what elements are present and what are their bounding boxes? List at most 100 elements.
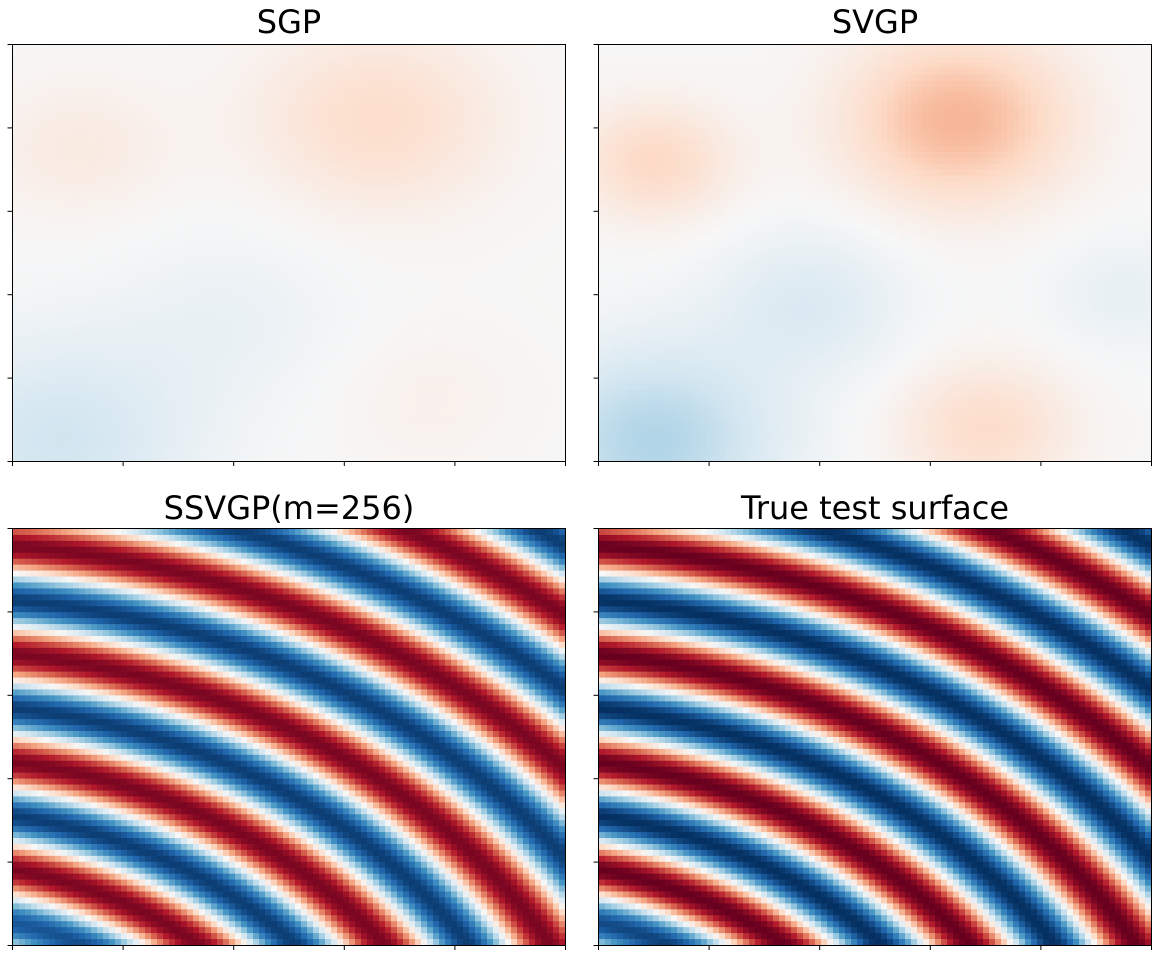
heatmap-cell (199, 163, 206, 171)
heatmap-cell (25, 45, 32, 52)
heatmap-cell (535, 110, 542, 117)
heatmap-cell (559, 229, 566, 236)
heatmap-cell (49, 146, 56, 153)
heatmap-cell (367, 193, 374, 201)
heatmap-cell (313, 276, 320, 284)
heatmap-cell (271, 294, 278, 302)
heatmap-cell (181, 217, 188, 224)
heatmap-cell (169, 330, 176, 337)
heatmap-cell (307, 110, 314, 117)
heatmap-cell (205, 146, 212, 153)
heatmap-cell (91, 253, 98, 260)
heatmap-cell (553, 247, 560, 254)
heatmap-cell (133, 140, 140, 147)
heatmap-cell (535, 74, 542, 82)
heatmap-cell (313, 45, 320, 52)
heatmap-cell (163, 282, 170, 290)
heatmap-cell (535, 151, 542, 159)
heatmap-cell (265, 211, 272, 218)
heatmap-cell (325, 282, 332, 290)
heatmap-cell (517, 74, 524, 82)
heatmap-cell (31, 181, 38, 189)
heatmap-cell (115, 175, 122, 183)
heatmap-cell (163, 116, 170, 123)
heatmap-cell (487, 223, 494, 230)
heatmap-cell (175, 288, 182, 296)
heatmap-cell (493, 140, 500, 147)
heatmap-cell (451, 56, 458, 64)
heatmap-cell (355, 140, 362, 147)
heatmap-cell (271, 348, 278, 355)
heatmap-cell (25, 62, 32, 70)
heatmap-cell (499, 98, 506, 106)
heatmap-cell (91, 187, 98, 195)
heatmap-cell (97, 92, 104, 100)
heatmap-cell (319, 146, 326, 153)
heatmap-cell (85, 235, 92, 242)
heatmap-cell (271, 98, 278, 106)
heatmap-cell (79, 175, 86, 183)
heatmap-cell (247, 68, 254, 76)
heatmap-cell (529, 157, 536, 165)
heatmap-cell (547, 223, 554, 230)
heatmap-cell (403, 62, 410, 70)
heatmap-cell (241, 258, 248, 266)
heatmap-cell (49, 294, 56, 302)
heatmap-cell (43, 229, 50, 236)
heatmap-cell (151, 134, 158, 141)
heatmap-cell (145, 312, 152, 319)
heatmap-cell (295, 140, 302, 147)
heatmap-cell (559, 68, 566, 76)
heatmap-cell (181, 348, 188, 355)
heatmap-cell (289, 56, 296, 64)
heatmap-cell (355, 169, 362, 177)
heatmap-cell (463, 80, 470, 88)
heatmap-cell (109, 253, 116, 260)
heatmap-cell (511, 140, 518, 147)
heatmap-cell (295, 294, 302, 302)
heatmap-cell (31, 306, 38, 314)
heatmap-cell (553, 50, 560, 58)
heatmap-cell (415, 122, 422, 129)
heatmap-cell (403, 98, 410, 106)
heatmap-cell (445, 104, 452, 111)
heatmap-cell (325, 62, 332, 70)
heatmap-cell (487, 122, 494, 129)
heatmap-cell (361, 50, 368, 58)
heatmap-cell (349, 92, 356, 100)
heatmap-cell (235, 128, 242, 135)
heatmap-cell (163, 146, 170, 153)
heatmap-cell (445, 116, 452, 123)
heatmap-cell (115, 68, 122, 76)
heatmap-cell (235, 80, 242, 88)
heatmap-cell (493, 169, 500, 177)
heatmap-cell (67, 342, 74, 349)
heatmap-cell (469, 264, 476, 272)
heatmap-cell (211, 247, 218, 254)
heatmap-cell (103, 348, 110, 355)
heatmap-cell (25, 86, 32, 94)
heatmap-cell (283, 312, 290, 319)
heatmap-cell (559, 205, 566, 212)
heatmap-cell (415, 110, 422, 117)
heatmap-cell (517, 163, 524, 171)
heatmap-cell (25, 169, 32, 177)
heatmap-cell (553, 122, 560, 129)
heatmap-cell (121, 122, 128, 129)
heatmap-cell (493, 92, 500, 100)
heatmap-cell (547, 104, 554, 111)
heatmap-cell (133, 50, 140, 58)
heatmap-cell (199, 68, 206, 76)
heatmap-cell (439, 181, 446, 189)
heatmap-cell (55, 336, 62, 343)
heatmap-cell (229, 169, 236, 177)
heatmap-cell (79, 211, 86, 218)
heatmap-cell (475, 128, 482, 135)
heatmap-cell (415, 312, 422, 319)
heatmap-cell (139, 163, 146, 171)
heatmap-cell (181, 288, 188, 296)
heatmap-cell (223, 276, 230, 284)
heatmap-cell (301, 116, 308, 123)
heatmap-cell (223, 312, 230, 319)
heatmap-cell (175, 151, 182, 159)
